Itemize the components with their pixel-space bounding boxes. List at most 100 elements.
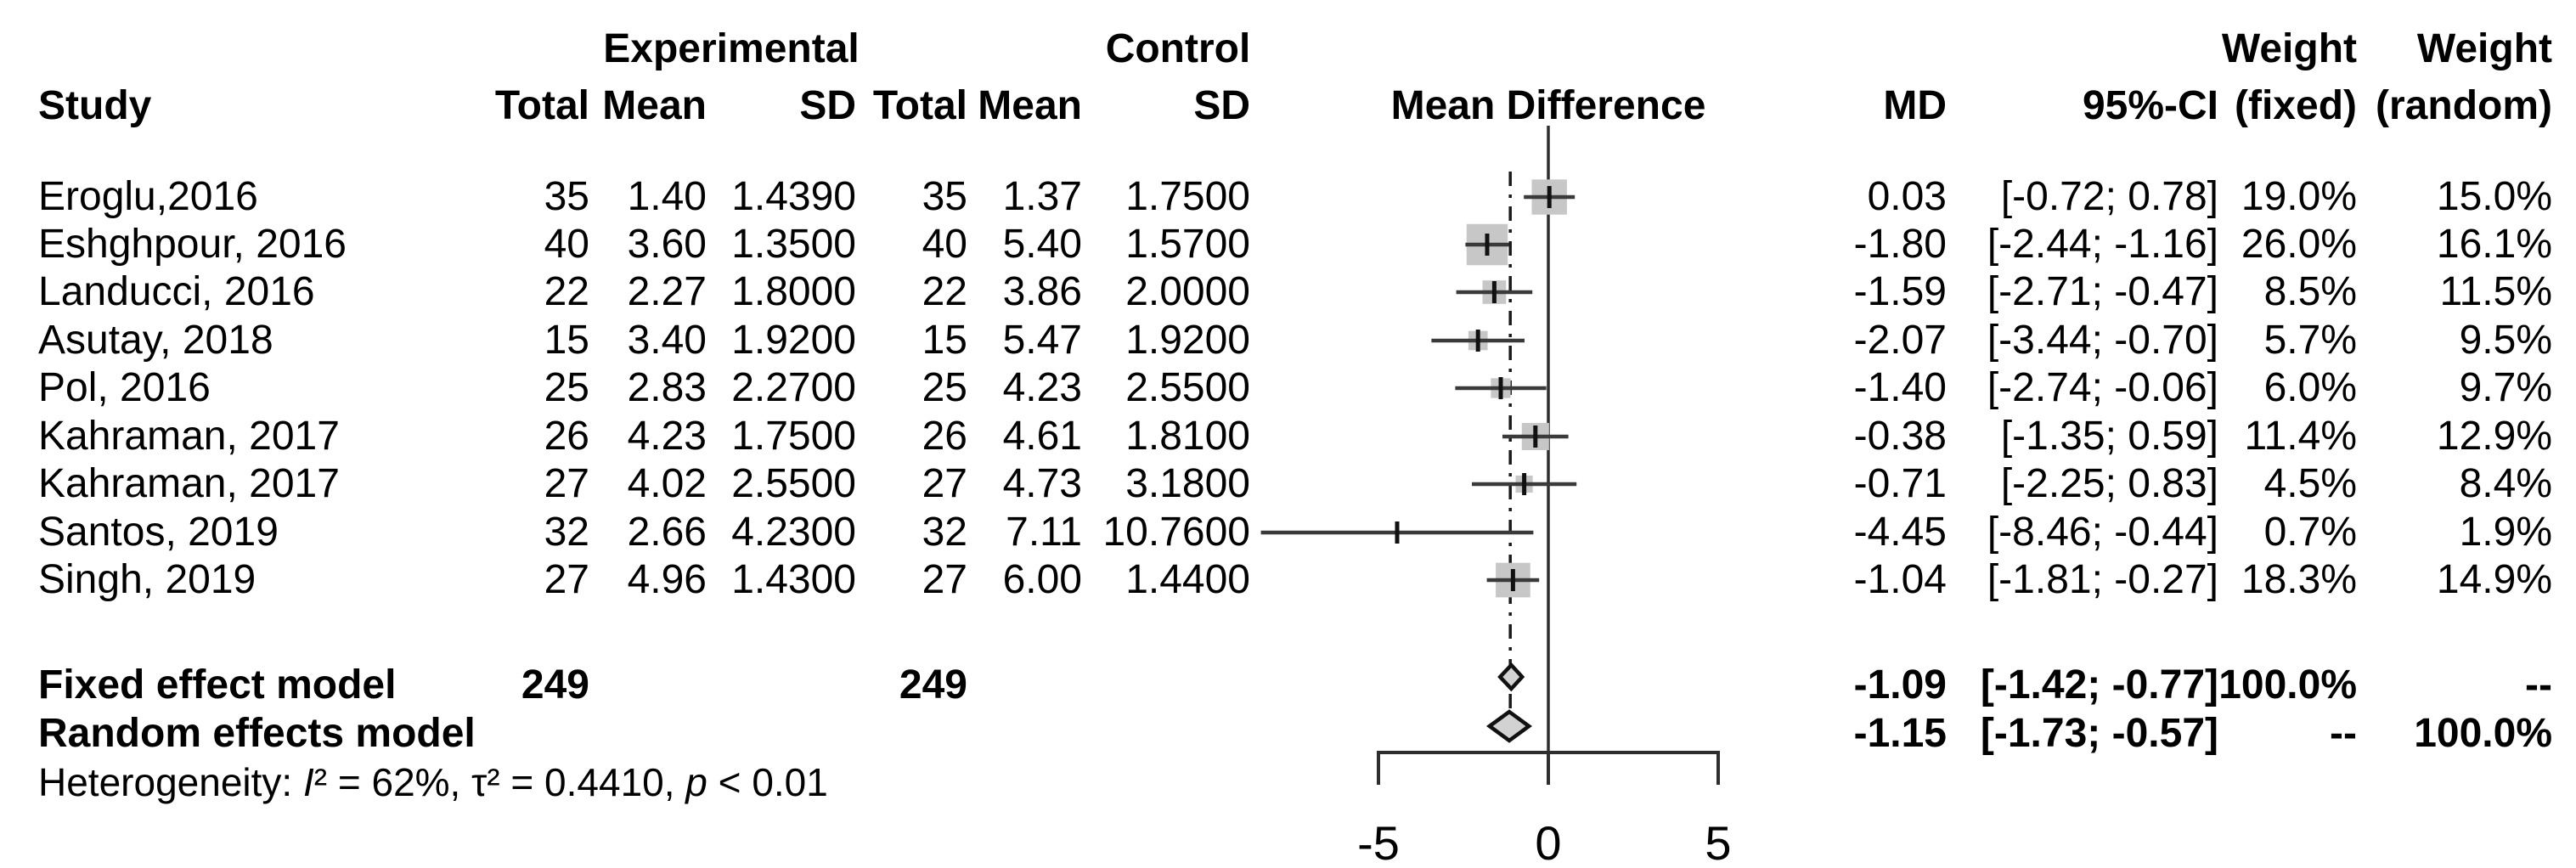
header-ctrl-mean: Mean bbox=[978, 83, 1082, 128]
header-exp-total: Total bbox=[494, 83, 589, 128]
exp-total-value: 15 bbox=[544, 318, 589, 363]
study-name: Eroglu,2016 bbox=[38, 174, 258, 219]
ctrl-sd-value: 1.5700 bbox=[1125, 222, 1250, 267]
exp-total-value: 27 bbox=[544, 557, 589, 602]
ctrl-sd-value: 1.9200 bbox=[1125, 318, 1250, 363]
random-md-value: -1.15 bbox=[1853, 711, 1947, 756]
header-mean-difference: Mean Difference bbox=[1390, 83, 1706, 128]
table-row: Santos, 2019 32 2.66 4.2300 32 7.11 10.7… bbox=[0, 509, 2576, 556]
heterogeneity-row: Heterogeneity: I² = 62%, τ² = 0.4410, p … bbox=[0, 758, 2576, 806]
fixed-weight-random: -- bbox=[2525, 662, 2552, 707]
study-name: Asutay, 2018 bbox=[38, 318, 273, 363]
exp-total-value: 27 bbox=[544, 461, 589, 506]
md-value: -0.38 bbox=[1853, 414, 1947, 459]
exp-mean-value: 1.40 bbox=[627, 174, 707, 219]
ci-value: [-0.72; 0.78] bbox=[2000, 174, 2218, 219]
ci-value: [-1.81; -0.27] bbox=[1987, 557, 2218, 602]
ctrl-total-value: 35 bbox=[922, 174, 967, 219]
ci-value: [-2.25; 0.83] bbox=[2000, 461, 2218, 506]
ci-value: [-2.74; -0.06] bbox=[1987, 365, 2218, 410]
ci-value: [-1.35; 0.59] bbox=[2000, 414, 2218, 459]
weight-fixed-value: 0.7% bbox=[2263, 510, 2357, 555]
weight-random-value: 9.5% bbox=[2459, 318, 2552, 363]
weight-fixed-value: 6.0% bbox=[2263, 365, 2357, 410]
header-ctrl-total: Total bbox=[872, 83, 967, 128]
table-row: Landucci, 2016 22 2.27 1.8000 22 3.86 2.… bbox=[0, 268, 2576, 316]
weight-fixed-value: 8.5% bbox=[2263, 269, 2357, 314]
fixed-weight-fixed: 100.0% bbox=[2218, 662, 2357, 707]
header-control-group: Control bbox=[1105, 26, 1251, 71]
p-symbol: p bbox=[685, 760, 707, 804]
ctrl-sd-value: 1.8100 bbox=[1125, 414, 1250, 459]
exp-total-value: 32 bbox=[544, 510, 589, 555]
ctrl-total-value: 26 bbox=[922, 414, 967, 459]
header-ctrl-sd: SD bbox=[1193, 83, 1250, 128]
header-study: Study bbox=[38, 83, 152, 128]
header-weight-random-top: Weight bbox=[2416, 26, 2552, 71]
exp-total-value: 40 bbox=[544, 222, 589, 267]
ctrl-sd-value: 1.7500 bbox=[1125, 174, 1250, 219]
md-value: -1.80 bbox=[1853, 222, 1947, 267]
ctrl-mean-value: 7.11 bbox=[1006, 510, 1082, 555]
i-squared-symbol: I bbox=[302, 760, 314, 804]
heterogeneity-tail: < 0.01 bbox=[707, 760, 828, 804]
ctrl-sd-value: 2.5500 bbox=[1125, 365, 1250, 410]
heterogeneity-mid: ² = 62%, τ² = 0.4410, bbox=[313, 760, 686, 804]
md-value: -4.45 bbox=[1853, 510, 1947, 555]
ctrl-mean-value: 1.37 bbox=[1002, 174, 1082, 219]
md-value: -1.04 bbox=[1853, 557, 1947, 602]
random-weight-random: 100.0% bbox=[2414, 711, 2552, 756]
exp-sd-value: 2.5500 bbox=[731, 461, 856, 506]
weight-random-value: 11.5% bbox=[2439, 269, 2552, 314]
weight-fixed-value: 26.0% bbox=[2241, 222, 2357, 267]
header-weight-random: (random) bbox=[2376, 83, 2552, 128]
ctrl-mean-value: 5.47 bbox=[1002, 318, 1082, 363]
exp-mean-value: 2.66 bbox=[627, 510, 707, 555]
header-experimental-group: Experimental bbox=[603, 26, 860, 71]
fixed-ci-value: [-1.42; -0.77] bbox=[1980, 662, 2218, 707]
header-exp-sd: SD bbox=[799, 83, 856, 128]
random-effects-row: Random effects model -1.15 [-1.73; -0.57… bbox=[0, 710, 2576, 758]
ctrl-mean-value: 4.73 bbox=[1002, 461, 1082, 506]
ctrl-total-value: 25 bbox=[922, 365, 967, 410]
header-ci: 95%-CI bbox=[2082, 83, 2218, 128]
exp-total-value: 22 bbox=[544, 269, 589, 314]
fixed-ctrl-total: 249 bbox=[899, 662, 967, 707]
exp-total-value: 35 bbox=[544, 174, 589, 219]
study-name: Kahraman, 2017 bbox=[38, 414, 340, 459]
table-row: Pol, 2016 25 2.83 2.2700 25 4.23 2.5500 … bbox=[0, 364, 2576, 412]
ctrl-sd-value: 1.4400 bbox=[1125, 557, 1250, 602]
ctrl-sd-value: 3.1800 bbox=[1125, 461, 1250, 506]
exp-sd-value: 1.9200 bbox=[731, 318, 856, 363]
table-row: Asutay, 2018 15 3.40 1.9200 15 5.47 1.92… bbox=[0, 317, 2576, 364]
exp-mean-value: 2.27 bbox=[627, 269, 707, 314]
weight-fixed-value: 4.5% bbox=[2263, 461, 2357, 506]
md-value: -0.71 bbox=[1853, 461, 1947, 506]
exp-mean-value: 2.83 bbox=[627, 365, 707, 410]
md-value: -1.59 bbox=[1853, 269, 1947, 314]
ctrl-total-value: 15 bbox=[922, 318, 967, 363]
study-name: Singh, 2019 bbox=[38, 557, 256, 602]
header-md: MD bbox=[1883, 83, 1947, 128]
weight-fixed-value: 18.3% bbox=[2241, 557, 2357, 602]
weight-random-value: 16.1% bbox=[2436, 222, 2552, 267]
study-name: Landucci, 2016 bbox=[38, 269, 315, 314]
ctrl-sd-value: 10.7600 bbox=[1102, 510, 1250, 555]
weight-random-value: 1.9% bbox=[2459, 510, 2552, 555]
ctrl-mean-value: 5.40 bbox=[1002, 222, 1082, 267]
fixed-exp-total: 249 bbox=[521, 662, 589, 707]
exp-total-value: 26 bbox=[544, 414, 589, 459]
table-row: Eroglu,2016 35 1.40 1.4390 35 1.37 1.750… bbox=[0, 173, 2576, 221]
header-weight-fixed: (fixed) bbox=[2235, 83, 2357, 128]
ctrl-total-value: 40 bbox=[922, 222, 967, 267]
md-value: 0.03 bbox=[1867, 174, 1947, 219]
exp-mean-value: 3.40 bbox=[627, 318, 707, 363]
header-group-row: Experimental Control Weight Weight bbox=[0, 25, 2576, 73]
exp-sd-value: 1.3500 bbox=[731, 222, 856, 267]
header-weight-fixed-top: Weight bbox=[2221, 26, 2357, 71]
study-name: Kahraman, 2017 bbox=[38, 461, 340, 506]
weight-fixed-value: 5.7% bbox=[2263, 318, 2357, 363]
weight-fixed-value: 11.4% bbox=[2244, 414, 2357, 459]
ctrl-total-value: 32 bbox=[922, 510, 967, 555]
md-value: -1.40 bbox=[1853, 365, 1947, 410]
